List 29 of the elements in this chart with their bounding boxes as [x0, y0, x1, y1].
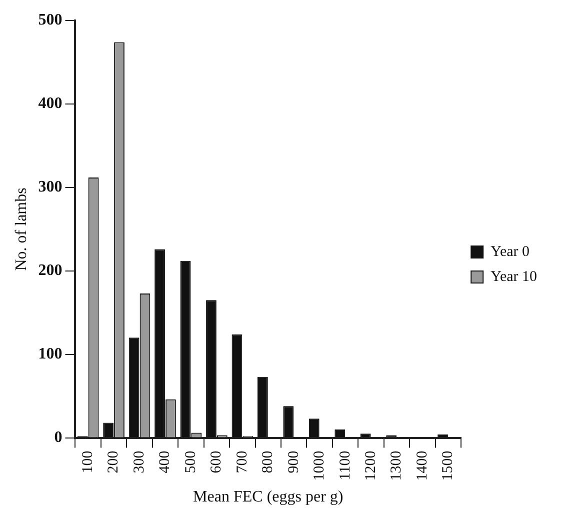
y-tick-label: 0: [54, 428, 62, 446]
x-tick-label: 1000: [312, 450, 328, 481]
x-tick-label: 500: [182, 450, 199, 474]
x-tick-label: 1300: [388, 450, 405, 481]
x-tick-label: 400: [157, 450, 174, 474]
bar: [257, 376, 268, 438]
x-tick-label: 1400: [414, 450, 430, 481]
y-tick-label: 100: [38, 346, 62, 362]
x-tick-label: 1200: [363, 450, 379, 481]
x-tick-label: 900: [286, 450, 302, 474]
legend-label: Year 10: [490, 268, 538, 285]
y-tick-label: 200: [38, 262, 62, 280]
bar: [283, 406, 294, 438]
x-tick-label: 700: [234, 450, 250, 474]
y-axis-title: No. of lambs: [12, 188, 30, 271]
x-axis-title: Mean FEC (eggs per g): [193, 488, 344, 506]
y-tick-label: 300: [38, 178, 62, 196]
x-tick-label: 100: [80, 450, 96, 474]
legend-label: Year 0: [490, 244, 530, 260]
x-tick-label: 800: [260, 450, 276, 474]
x-tick-label: 200: [106, 450, 122, 474]
x-tick-label: 1500: [440, 450, 456, 481]
y-tick-label: 400: [38, 95, 62, 112]
x-tick-label: 1100: [337, 450, 354, 480]
x-tick-label: 300: [131, 450, 148, 474]
y-tick-label: 500: [38, 12, 62, 29]
bar: [360, 434, 371, 438]
x-tick-label: 600: [208, 450, 225, 474]
bar: [308, 418, 320, 438]
